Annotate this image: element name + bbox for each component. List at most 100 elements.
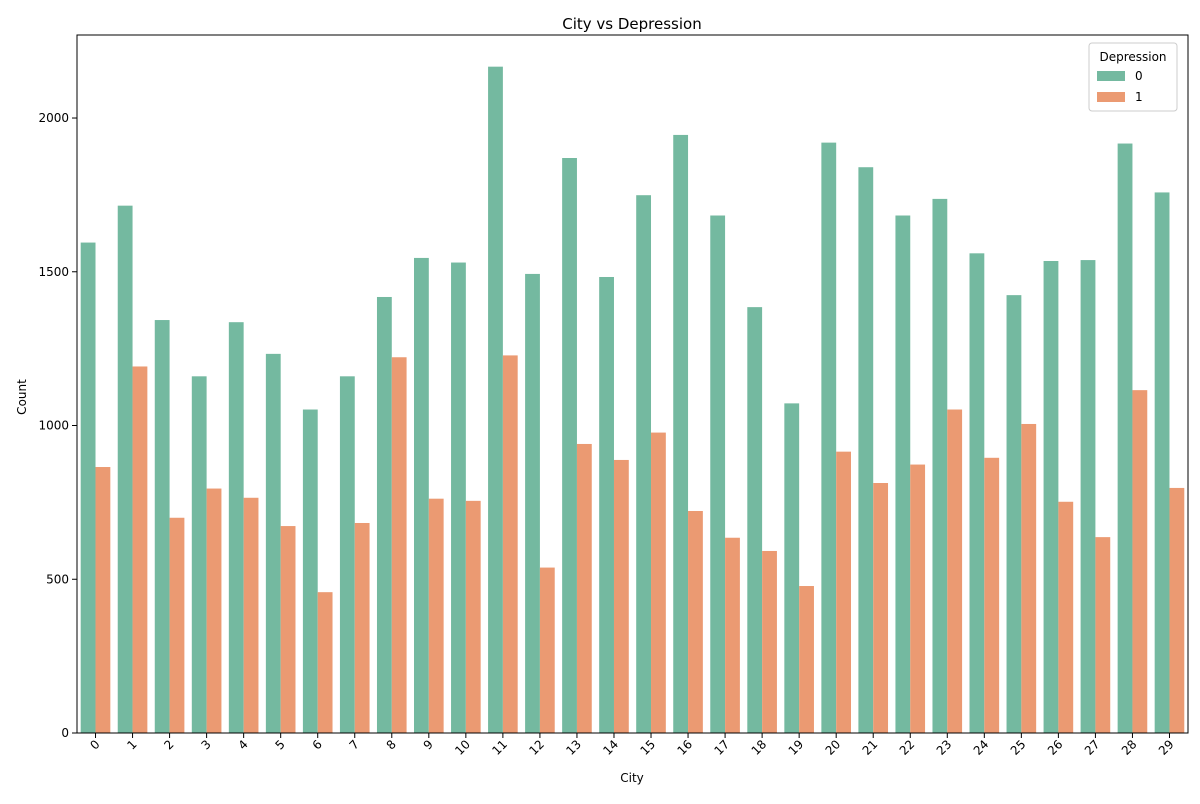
bar-city-0-depression-0 — [80, 242, 96, 733]
bar-city-15-depression-1 — [651, 432, 666, 733]
x-tick-label: 7 — [347, 737, 362, 752]
bar-city-25-depression-1 — [1021, 423, 1037, 733]
legend-title: Depression — [1099, 50, 1166, 64]
bar-city-2-depression-1 — [169, 517, 185, 733]
bar-city-10-depression-0 — [451, 262, 466, 733]
bar-city-19-depression-1 — [799, 586, 814, 733]
bar-city-9-depression-0 — [414, 257, 429, 733]
y-tick-label: 1500 — [38, 265, 69, 279]
bar-city-13-depression-0 — [562, 158, 577, 733]
bar-city-29-depression-1 — [1169, 487, 1185, 733]
x-tick-label: 5 — [272, 737, 287, 752]
x-tick-label: 18 — [749, 737, 770, 758]
x-tick-label: 9 — [421, 737, 436, 752]
bar-city-19-depression-0 — [784, 403, 800, 733]
x-tick-label: 28 — [1119, 737, 1140, 758]
bar-city-14-depression-0 — [599, 276, 614, 733]
bar-city-26-depression-1 — [1058, 501, 1074, 733]
bars-group — [80, 66, 1185, 734]
x-tick-label: 3 — [198, 737, 213, 752]
bar-city-7-depression-0 — [339, 376, 355, 733]
legend-swatch-1 — [1097, 92, 1125, 102]
bar-city-25-depression-0 — [1006, 295, 1022, 733]
bar-city-12-depression-1 — [539, 567, 555, 733]
bar-city-22-depression-0 — [895, 215, 911, 733]
bar-city-1-depression-0 — [117, 205, 133, 733]
x-tick-label: 25 — [1008, 737, 1029, 758]
bar-city-16-depression-1 — [688, 510, 703, 733]
bar-city-23-depression-0 — [932, 198, 948, 733]
bar-city-23-depression-1 — [947, 409, 963, 733]
y-tick-label: 1000 — [38, 419, 69, 433]
x-tick-label: 17 — [711, 737, 732, 758]
bar-city-0-depression-1 — [95, 467, 111, 733]
x-tick-label: 29 — [1156, 737, 1177, 758]
bar-city-21-depression-0 — [858, 167, 874, 734]
legend: Depression 0 1 — [1088, 42, 1178, 112]
x-tick-label: 4 — [235, 737, 250, 752]
x-tick-label: 1 — [124, 737, 139, 752]
legend-label-1: 1 — [1135, 90, 1143, 104]
x-tick-label: 27 — [1082, 737, 1103, 758]
bar-city-4-depression-0 — [228, 322, 244, 733]
x-tick-label: 16 — [674, 737, 695, 758]
bar-city-20-depression-0 — [821, 142, 837, 733]
bar-city-24-depression-1 — [984, 457, 1000, 733]
x-tick-label: 2 — [161, 737, 176, 752]
bar-city-11-depression-1 — [502, 355, 518, 733]
bar-city-11-depression-0 — [488, 66, 503, 734]
x-tick-label: 13 — [563, 737, 584, 758]
bar-city-6-depression-1 — [317, 592, 333, 733]
bar-city-17-depression-1 — [725, 537, 740, 733]
bar-city-12-depression-0 — [525, 273, 540, 733]
bar-city-18-depression-0 — [747, 307, 763, 733]
bar-city-28-depression-1 — [1132, 390, 1148, 733]
x-tick-label: 0 — [87, 737, 102, 752]
legend-label-0: 0 — [1135, 69, 1143, 83]
bar-city-8-depression-1 — [391, 357, 407, 733]
bar-city-1-depression-1 — [132, 366, 148, 733]
x-tick-label: 8 — [384, 737, 399, 752]
x-tick-label: 14 — [600, 737, 621, 758]
bar-city-24-depression-0 — [969, 253, 985, 733]
x-tick-label: 22 — [897, 737, 918, 758]
x-tick-label: 10 — [452, 737, 473, 758]
y-tick-label: 500 — [46, 572, 69, 586]
bar-city-5-depression-0 — [265, 353, 281, 733]
x-tick-label: 6 — [310, 737, 325, 752]
x-tick-label: 24 — [971, 737, 992, 758]
x-tick-label: 12 — [526, 737, 547, 758]
bar-city-15-depression-0 — [636, 195, 652, 733]
bar-city-3-depression-0 — [191, 376, 207, 733]
bar-city-7-depression-1 — [354, 522, 370, 733]
y-axis-label: Count — [15, 379, 29, 415]
x-tick-label: 26 — [1045, 737, 1066, 758]
bar-city-13-depression-1 — [576, 443, 592, 733]
bar-city-10-depression-1 — [465, 500, 481, 733]
bar-city-22-depression-1 — [910, 464, 926, 733]
bar-city-21-depression-1 — [873, 483, 889, 733]
legend-swatch-0 — [1097, 71, 1125, 81]
plot-frame — [76, 34, 1189, 734]
x-tick-label: 11 — [489, 737, 510, 758]
x-tick-label: 23 — [934, 737, 955, 758]
bar-city-29-depression-0 — [1154, 192, 1170, 733]
bar-city-2-depression-0 — [154, 320, 170, 733]
bar-city-3-depression-1 — [206, 488, 222, 733]
x-axis-label: City — [620, 771, 644, 785]
bar-city-27-depression-1 — [1095, 537, 1111, 733]
bar-city-26-depression-0 — [1043, 261, 1059, 733]
x-tick-label: 15 — [637, 737, 658, 758]
x-tick-label: 21 — [860, 737, 881, 758]
bar-city-16-depression-0 — [673, 134, 689, 733]
bar-city-14-depression-1 — [613, 459, 629, 733]
y-tick-label: 0 — [61, 726, 69, 740]
x-tick-label: 19 — [786, 737, 807, 758]
y-tick-label: 2000 — [38, 111, 69, 125]
bar-city-4-depression-1 — [243, 497, 259, 733]
bar-city-18-depression-1 — [762, 550, 777, 733]
bar-city-6-depression-0 — [302, 409, 318, 733]
chart-title: City vs Depression — [562, 15, 701, 33]
